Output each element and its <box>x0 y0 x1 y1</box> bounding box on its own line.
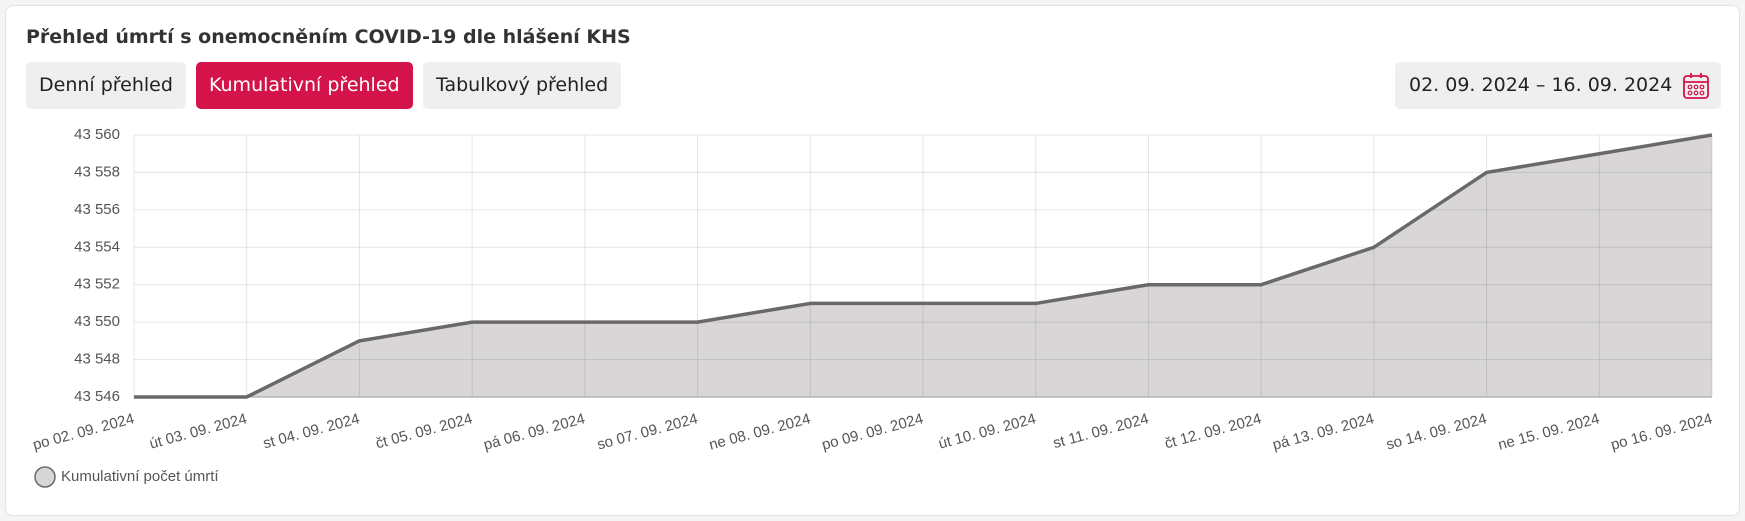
tab[interactable]: Denní přehled <box>26 62 186 109</box>
chart-title: Přehled úmrtí s onemocněním COVID-19 dle… <box>26 26 631 48</box>
tab[interactable]: Kumulativní přehled <box>196 62 413 109</box>
date-range: 02. 09. 2024 – 16. 09. 2024 <box>1409 74 1673 96</box>
y-tick-label: 43 556 <box>74 201 120 218</box>
legend-swatch <box>34 466 56 488</box>
x-tick-label: po 09. 09. 2024 <box>820 410 925 453</box>
y-tick-label: 43 546 <box>74 388 120 405</box>
area <box>134 135 1712 397</box>
x-tick-label: so 14. 09. 2024 <box>1384 410 1488 453</box>
y-tick-label: 43 554 <box>74 238 120 255</box>
tab[interactable]: Tabulkový přehled <box>423 62 622 109</box>
legend-label: Kumulativní počet úmrtí <box>61 468 219 485</box>
calendar-icon <box>1683 73 1709 99</box>
x-tick-label: út 03. 09. 2024 <box>148 410 249 452</box>
x-tick-label: st 04. 09. 2024 <box>261 410 361 452</box>
x-tick-label: so 07. 09. 2024 <box>595 410 699 453</box>
x-tick-label: út 10. 09. 2024 <box>937 410 1038 452</box>
y-tick-label: 43 560 <box>74 126 120 143</box>
y-tick-label: 43 548 <box>74 351 120 368</box>
x-tick-label: čt 12. 09. 2024 <box>1163 410 1263 452</box>
x-tick-label: st 11. 09. 2024 <box>1051 410 1150 452</box>
date-picker[interactable]: 02. 09. 2024 – 16. 09. 2024 <box>1395 62 1721 109</box>
line <box>134 133 1713 399</box>
y-tick-label: 43 558 <box>74 163 120 180</box>
x-tick-label: po 16. 09. 2024 <box>1609 410 1714 453</box>
y-tick-label: 43 550 <box>74 313 120 330</box>
y-tick-label: 43 552 <box>74 276 120 293</box>
x-tick-label: čt 05. 09. 2024 <box>374 410 474 452</box>
x-tick-label: pá 13. 09. 2024 <box>1271 410 1376 453</box>
x-tick-label: pá 06. 09. 2024 <box>482 410 587 453</box>
x-tick-label: ne 15. 09. 2024 <box>1496 410 1601 453</box>
x-tick-label: ne 08. 09. 2024 <box>707 410 812 453</box>
x-tick-label: po 02. 09. 2024 <box>31 410 136 453</box>
